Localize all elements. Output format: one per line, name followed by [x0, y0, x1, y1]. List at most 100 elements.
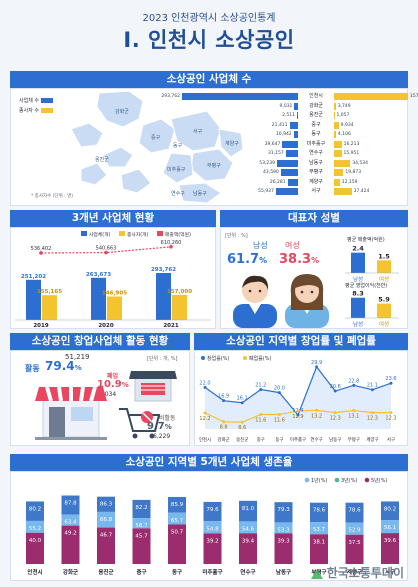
startup-unit: [단위 : 개, %]	[147, 356, 178, 362]
worker-value: 146,905	[102, 290, 127, 296]
year-label: 2021	[163, 323, 178, 328]
map-label-seo: 서구	[193, 128, 203, 135]
section-title-survival: 소상공인 지역별 5개년 사업체 생존율	[10, 454, 408, 471]
business-value: 263,673	[86, 272, 111, 278]
business-value: 251,202	[21, 274, 46, 280]
map-label-bupyeong: 부평구	[207, 162, 221, 169]
sales-point	[39, 251, 43, 255]
survival-5yr-value: 37.5	[348, 540, 361, 546]
worker-bar	[334, 131, 336, 138]
worker-bar	[334, 102, 336, 110]
startup-value: 16.1	[237, 396, 248, 402]
survival-3yr-bar	[345, 522, 364, 535]
survival-1yr-bar	[274, 502, 293, 523]
survival-3yr-value: 63.4	[64, 520, 77, 526]
inactive-label: 비활동	[159, 415, 176, 422]
worker-value-label: 12,159	[341, 179, 358, 185]
survival-5yr-bar	[168, 524, 186, 564]
female-value: 1.5	[378, 252, 390, 260]
male-person-icon	[233, 275, 277, 328]
region-axis-label: 인천시	[27, 568, 42, 576]
startup-point	[352, 383, 356, 387]
legend-workers: 종사자 수	[19, 107, 53, 114]
region-axis-label: 남동구	[276, 568, 291, 576]
section-title-start-close: 소상공인 지역별 창업률 및 폐업률	[194, 333, 408, 350]
survival-5yr-bar	[274, 533, 293, 564]
closure-value: 12.3	[385, 416, 396, 422]
startup-point	[222, 399, 226, 403]
region-label: 서구	[311, 188, 321, 194]
active-store-icon	[35, 386, 107, 440]
map-label-yeonsu: 연수구	[171, 190, 185, 197]
survival-3yr-value: 53.7	[313, 527, 326, 533]
section-title-startup-activity: 소상공인 창업사업체 활동 현황	[10, 333, 190, 350]
region-axis-label: 중구	[136, 568, 146, 576]
female-axis-label: 여성	[379, 320, 389, 328]
startup-value: 22.0	[199, 380, 210, 386]
legend-label: 1년(%)	[311, 477, 327, 484]
region-label: 중구	[311, 121, 321, 128]
survival-1yr-bar	[132, 499, 151, 519]
map-label-dong: 동구	[173, 143, 183, 149]
worker-value-label: 4,106	[337, 132, 351, 137]
survival-1yr-bar	[381, 501, 399, 521]
region-axis-label: 연수구	[240, 568, 255, 576]
worker-value-label: 15,951	[343, 151, 360, 156]
legend-swatch	[119, 231, 125, 236]
avg-profit-chart: 8.3 5.9 남성 여성	[345, 290, 399, 328]
worker-bar	[334, 188, 352, 195]
female-pct: 38.3%	[279, 252, 320, 267]
bar-business	[156, 272, 171, 320]
region-axis-label: 동구	[275, 437, 283, 443]
survival-5yr-bar	[203, 533, 222, 564]
legend-closure-marker	[243, 356, 247, 360]
closure-value: 8.6	[238, 425, 246, 431]
region-axis-label: 옹진군	[236, 436, 248, 443]
survival-3yr-bar	[26, 520, 44, 533]
survival-1yr-bar	[168, 496, 186, 513]
worker-value-label: 3,749	[337, 103, 351, 109]
startup-point	[296, 413, 300, 417]
map-region-namdong	[178, 182, 222, 204]
business-value-label: 31,157	[267, 151, 284, 156]
region-label: 계양구	[309, 178, 323, 185]
survival-3yr-bar	[274, 522, 293, 534]
survival-5yr-bar	[381, 533, 399, 564]
page-title: Ⅰ. 인천시 소상공인	[123, 28, 295, 52]
business-bar	[276, 159, 298, 167]
region-axis-label: 동구	[172, 568, 182, 576]
sales-point	[169, 245, 173, 249]
survival-3yr-bar	[239, 521, 257, 534]
map-region-seo	[170, 110, 222, 152]
survival-3yr-value: 58.7	[135, 523, 148, 529]
worker-value-label: 34,534	[352, 160, 369, 166]
closure-value: 12.2	[199, 416, 210, 422]
closed-pct: 10.9%	[97, 379, 129, 390]
year-label: 2020	[98, 323, 113, 328]
startup-point	[277, 391, 281, 395]
business-value-label: 43,590	[263, 170, 279, 175]
active-count: 51,219	[65, 353, 90, 361]
region-label: 미추홀구	[306, 140, 326, 147]
business-bar	[294, 102, 298, 110]
worker-value: 157,000	[167, 289, 192, 295]
region-axis-label: 강화군	[63, 568, 78, 576]
female-bar	[377, 303, 391, 318]
map-region-gyeyang	[218, 128, 244, 158]
survival-1yr-value: 85.9	[171, 502, 184, 508]
startup-area	[205, 366, 391, 429]
startup-illustration	[35, 371, 177, 440]
survival-5yr-bar	[345, 534, 364, 564]
region-axis-label: 강화군	[218, 436, 230, 443]
survival-5yr-value: 39.2	[206, 538, 218, 544]
legend-closure: 폐업률(%)	[249, 355, 272, 362]
worker-value: 155,165	[37, 289, 62, 295]
survival-3yr-bar	[381, 520, 399, 534]
survival-1yr-value: 79.6	[206, 507, 219, 513]
legend-swatch	[81, 231, 87, 236]
survival-1yr-value: 78.6	[348, 508, 361, 514]
bar-workers	[107, 296, 122, 320]
map-region-ganghwa	[96, 90, 144, 128]
closure-value: 12.3	[330, 416, 341, 422]
startup-value: 21.1	[367, 383, 378, 389]
